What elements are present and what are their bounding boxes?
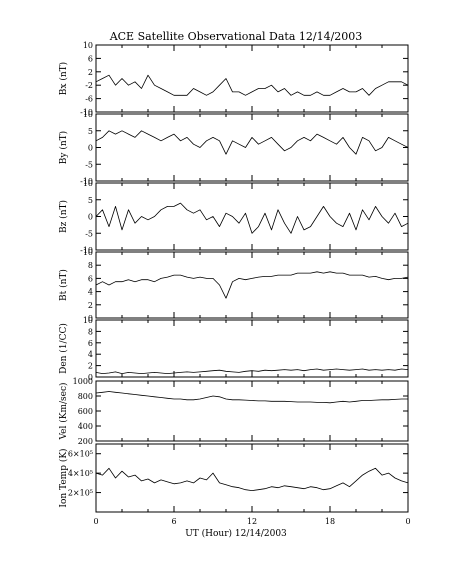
y-axis-label: Ion Temp (K) (58, 448, 69, 507)
x-axis-label: UT (Hour) 12/14/2003 (185, 528, 287, 539)
y-axis-label: By (nT) (58, 131, 69, 164)
panel-bx: -10 -6 -2 2 6 10 Bx (nT) (58, 41, 409, 117)
y-tick-label: 1000 (73, 377, 93, 386)
series-line-bt (95, 271, 409, 299)
x-tick-label: 18 (325, 517, 335, 526)
y-tick-label: 6 (88, 54, 93, 63)
y-tick-label: 10 (83, 110, 93, 119)
panel-frame (95, 182, 409, 251)
x-tick-label: 12 (247, 517, 257, 526)
panel-by: -10 -5 0 5 10 By (nT) (58, 110, 409, 186)
panel-bz: -10 -5 0 5 10 Bz (nT) (58, 179, 409, 255)
y-tick-label: 2 (88, 301, 93, 310)
y-tick-label: 400 (78, 422, 93, 431)
y-tick-label: 600 (78, 407, 93, 416)
y-tick-label: 8 (88, 327, 93, 336)
y-tick-label: 5 (88, 196, 93, 205)
series-line-den (95, 368, 409, 375)
y-axis-label: Vel (Km/sec) (58, 382, 69, 440)
y-axis-label: Den (1/CC) (58, 323, 69, 374)
y-tick-label: 4×10⁵ (68, 469, 93, 478)
y-tick-label: 10 (83, 179, 93, 188)
series-line-bx (95, 74, 409, 96)
x-tick-labels: 0 6 12 18 0 (93, 517, 410, 526)
y-tick-label: -6 (85, 95, 93, 104)
y-tick-label: 5 (88, 127, 93, 136)
panel-frame (95, 380, 409, 442)
x-tick-label: 0 (93, 517, 98, 526)
panel-frame (95, 319, 409, 378)
chart-title: ACE Satellite Observational Data 12/14/2… (109, 30, 363, 43)
panel-frame (95, 443, 409, 513)
y-tick-label: 2 (88, 68, 93, 77)
series-line-bz (95, 202, 409, 234)
series-line-by (95, 130, 409, 155)
panel-bt: 0 2 4 6 8 10 Bt (nT) (58, 248, 409, 323)
y-tick-label: -2 (85, 81, 93, 90)
y-tick-label: 8 (88, 261, 93, 270)
y-tick-label: 6×10⁵ (68, 450, 93, 459)
y-tick-label: -10 (80, 246, 93, 255)
y-tick-label: 0 (88, 144, 93, 153)
y-tick-label: 10 (83, 41, 93, 50)
panel-frame (95, 44, 409, 113)
y-tick-label: 10 (83, 316, 93, 325)
panels: -10 -6 -2 2 6 10 Bx (nT) -10 -5 0 5 10 By (nT) -10 -5 0… (58, 41, 409, 513)
y-tick-label: 4 (88, 288, 93, 297)
panel-den: 0 2 4 6 8 10 Den (1/CC) (58, 316, 409, 382)
y-tick-label: 0 (88, 373, 93, 382)
panel-frame (95, 251, 409, 319)
y-tick-label: 2 (88, 362, 93, 371)
y-tick-label: 800 (78, 392, 93, 401)
x-tick-label: 0 (405, 517, 410, 526)
y-axis-label: Bt (nT) (58, 269, 69, 301)
y-axis-label: Bx (nT) (58, 62, 69, 95)
y-tick-label: 10 (83, 248, 93, 257)
panel-frame (95, 113, 409, 182)
series-line-temp (95, 467, 409, 492)
y-tick-label: 0 (88, 213, 93, 222)
y-tick-label: -5 (85, 229, 93, 238)
series-line-vel (95, 391, 408, 404)
panel-vel: 200 400 600 800 1000 Vel (Km/sec) (58, 377, 409, 446)
y-tick-label: 6 (88, 274, 93, 283)
x-tick-label: 6 (171, 517, 176, 526)
y-tick-label: -5 (85, 160, 93, 169)
y-tick-label: 4 (88, 350, 93, 359)
y-tick-label: -10 (80, 177, 93, 186)
y-tick-label: 0 (88, 314, 93, 323)
y-axis-label: Bz (nT) (58, 200, 69, 233)
y-tick-label: 6 (88, 339, 93, 348)
y-tick-label: 200 (78, 437, 93, 446)
y-tick-label: -10 (80, 108, 93, 117)
y-tick-label: 2×10⁵ (68, 489, 93, 498)
